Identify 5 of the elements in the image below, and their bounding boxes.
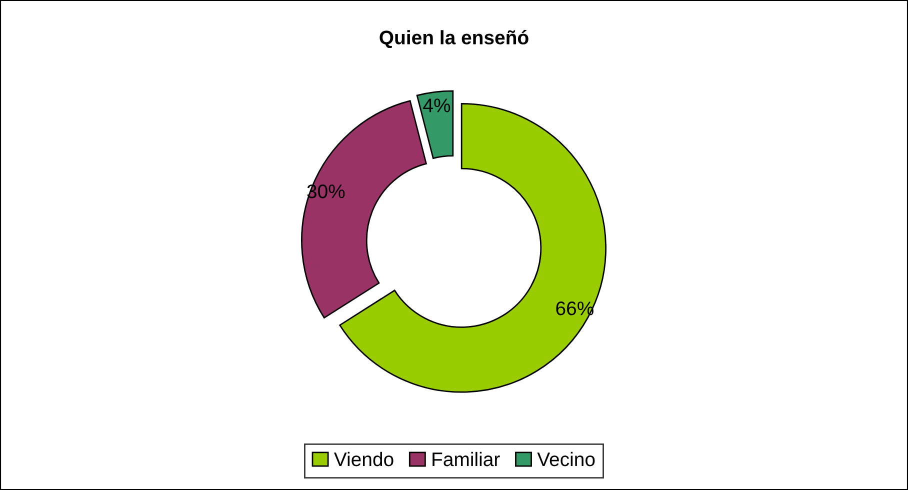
- data-label: 4%: [423, 98, 450, 112]
- legend-label: Vecino: [537, 452, 595, 466]
- legend-label: Familiar: [432, 452, 500, 466]
- legend-label: Viendo: [334, 452, 394, 466]
- chart-title: Quien la enseñó: [380, 30, 528, 48]
